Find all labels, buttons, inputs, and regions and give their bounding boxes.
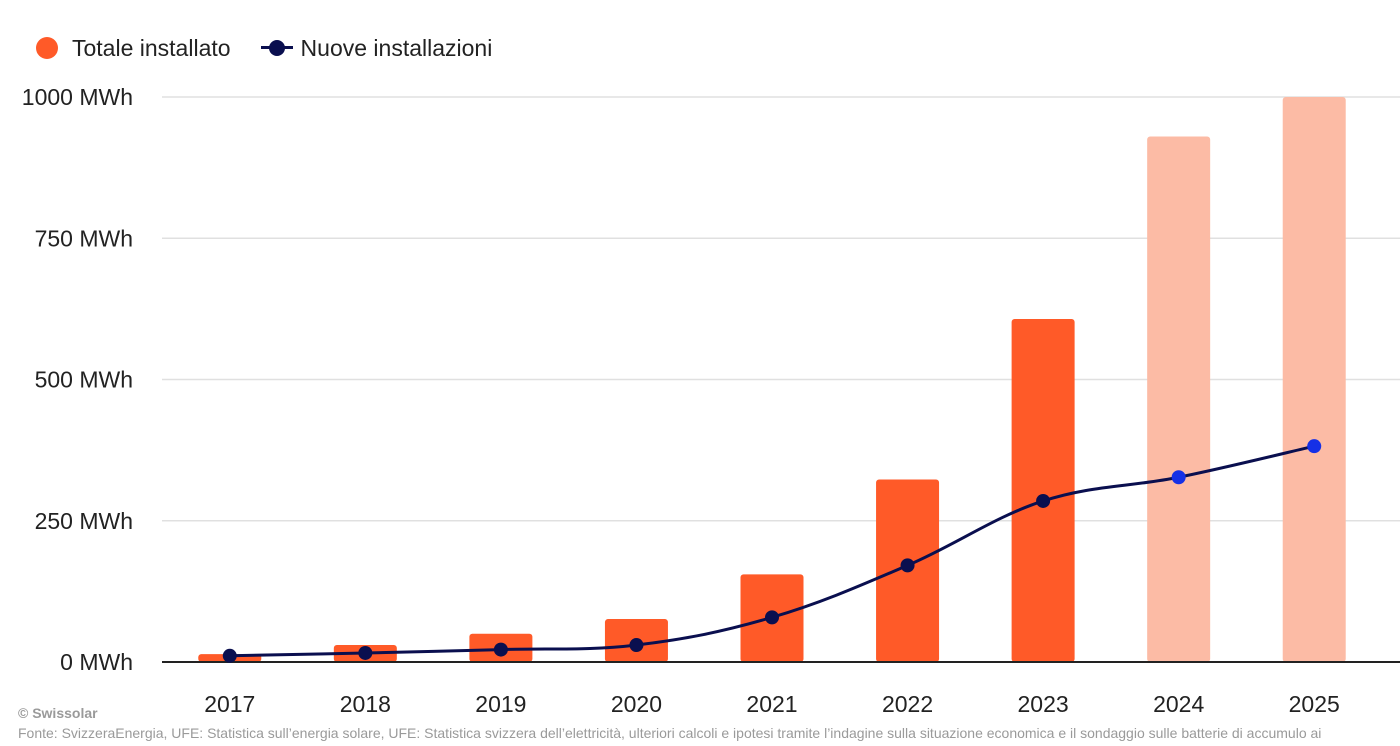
legend-total-label: Totale installato: [72, 34, 231, 61]
legend-new-swatch-icon: [260, 37, 293, 59]
legend-new-label: Nuove installazioni: [300, 34, 493, 61]
legend: Totale installato Nuove installazioni: [36, 32, 522, 64]
credit-text: © Swissolar: [18, 705, 98, 721]
bar-2023: [1011, 319, 1075, 662]
x-tick-label: 2021: [746, 691, 797, 717]
x-tick-label: 2019: [475, 691, 526, 717]
line-point-2021: [765, 610, 779, 625]
y-tick-label: 1000 MWh: [22, 84, 133, 110]
bar-2024: [1147, 136, 1211, 663]
x-tick-label: 2023: [1018, 691, 1069, 717]
x-tick-label: 2017: [204, 691, 255, 717]
legend-item-new[interactable]: Nuove installazioni: [260, 34, 493, 62]
x-tick-label: 2018: [340, 691, 391, 717]
x-tick-label: 2024: [1153, 691, 1204, 717]
x-tick-label: 2022: [882, 691, 933, 717]
line-point-2023: [1036, 493, 1051, 508]
legend-item-total[interactable]: Totale installato: [36, 35, 231, 62]
line-point-2017: [222, 648, 237, 663]
line-point-2022: [900, 558, 915, 573]
line-point-2024: [1171, 470, 1186, 485]
y-tick-label: 750 MWh: [35, 225, 133, 251]
legend-total-swatch-icon: [36, 37, 58, 59]
x-tick-label: 2025: [1289, 691, 1340, 717]
y-tick-label: 500 MWh: [35, 367, 133, 393]
y-tick-label: 0 MWh: [60, 649, 133, 675]
source-text: Fonte: SvizzeraEnergia, UFE: Statistica …: [18, 725, 1322, 741]
y-tick-label: 250 MWh: [35, 508, 133, 534]
line-point-2019: [493, 642, 508, 657]
x-tick-label: 2020: [611, 691, 662, 717]
line-point-2018: [358, 645, 373, 660]
bar-2025: [1282, 97, 1346, 662]
line-point-2020: [629, 638, 644, 653]
line-point-2025: [1307, 439, 1322, 454]
